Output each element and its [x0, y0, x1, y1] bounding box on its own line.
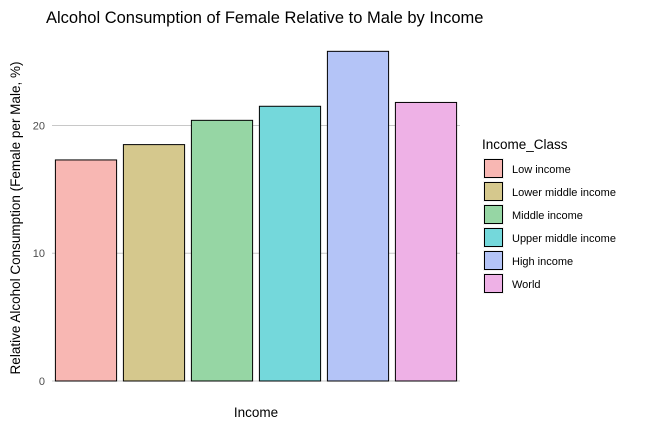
bar-lower-middle-income: [122, 144, 186, 382]
legend-item-label: Lower middle income: [512, 187, 616, 199]
y-tick-label: 0: [39, 376, 45, 388]
legend-swatch: [484, 182, 503, 201]
x-axis-label: Income: [234, 405, 278, 420]
bar-high-income: [326, 50, 390, 382]
legend-swatch: [484, 228, 503, 247]
legend-item-label: Middle income: [512, 210, 583, 222]
legend-item-label: High income: [512, 256, 573, 268]
bar-middle-income: [190, 119, 254, 382]
bars: [54, 50, 458, 382]
legend-swatch: [484, 159, 503, 178]
y-axis-ticks: 0 10 20: [33, 120, 45, 388]
legend-swatch: [484, 205, 503, 224]
y-axis-label: Relative Alcohol Consumption (Female per…: [8, 62, 23, 375]
bar-low-income: [54, 159, 118, 382]
legend-item-label: Upper middle income: [512, 233, 616, 245]
legend-swatch: [484, 274, 503, 293]
y-tick-label: 10: [33, 248, 45, 260]
legend-swatch: [484, 251, 503, 270]
bar-world: [394, 101, 458, 382]
y-tick-label: 20: [33, 120, 45, 132]
bar-upper-middle-income: [258, 105, 322, 382]
chart-title: Alcohol Consumption of Female Relative t…: [46, 9, 483, 27]
legend: Income_Class Low income Lower middle inco…: [482, 137, 616, 294]
legend-item-label: Low income: [512, 164, 571, 176]
legend-item-label: World: [512, 279, 541, 291]
legend-title: Income_Class: [482, 137, 568, 152]
grid-lines: [52, 124, 460, 382]
